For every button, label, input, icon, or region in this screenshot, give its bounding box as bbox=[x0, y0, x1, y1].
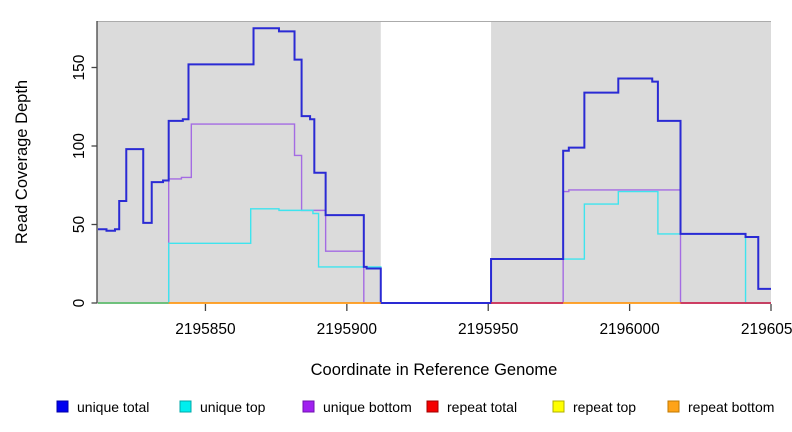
y-tick-label: 50 bbox=[71, 216, 88, 234]
legend-swatch-unique-top bbox=[179, 400, 192, 413]
y-tick-label: 100 bbox=[71, 133, 88, 159]
legend-swatch-repeat-bottom bbox=[667, 400, 680, 413]
legend-item-unique-top: unique top bbox=[179, 399, 266, 415]
x-axis-label: Coordinate in Reference Genome bbox=[311, 361, 558, 379]
legend-item-repeat-total: repeat total bbox=[426, 399, 517, 415]
y-tick-label: 0 bbox=[71, 298, 88, 307]
legend-item-unique-total: unique total bbox=[56, 399, 149, 415]
x-tick-label: 2195950 bbox=[458, 321, 519, 338]
legend-label: unique top bbox=[200, 399, 266, 415]
axes-layer: 0 50 100 150 2195850 2195900 2195950 2196000 219… bbox=[71, 21, 792, 338]
legend-swatch-repeat-top bbox=[552, 400, 565, 413]
legend-label: unique total bbox=[77, 399, 149, 415]
legend-label: repeat top bbox=[573, 399, 636, 415]
masked-gap-region bbox=[380, 22, 492, 303]
legend-swatch-unique-total bbox=[56, 400, 69, 413]
legend: unique total unique top unique bottom repea… bbox=[56, 399, 774, 415]
legend-swatch-repeat-total bbox=[426, 400, 439, 413]
legend-item-repeat-top: repeat top bbox=[552, 399, 636, 415]
series-layer bbox=[98, 27, 771, 304]
x-tick-label: 2196050 bbox=[741, 321, 792, 338]
legend-label: unique bottom bbox=[323, 399, 412, 415]
series-line-unique-total bbox=[98, 27, 771, 304]
legend-swatch-unique-bottom bbox=[302, 400, 315, 413]
x-tick-label: 2195900 bbox=[317, 321, 378, 338]
series-line-unique-bottom bbox=[98, 123, 771, 304]
legend-item-unique-bottom: unique bottom bbox=[302, 399, 412, 415]
legend-label: repeat bottom bbox=[688, 399, 774, 415]
x-tick-label: 2196000 bbox=[599, 321, 660, 338]
y-axis-label: Read Coverage Depth bbox=[13, 80, 31, 244]
plot-background-layer bbox=[97, 21, 771, 303]
y-tick-label: 150 bbox=[71, 54, 88, 80]
legend-item-repeat-bottom: repeat bottom bbox=[667, 399, 774, 415]
legend-label: repeat total bbox=[447, 399, 517, 415]
x-tick-label: 2195850 bbox=[175, 321, 236, 338]
